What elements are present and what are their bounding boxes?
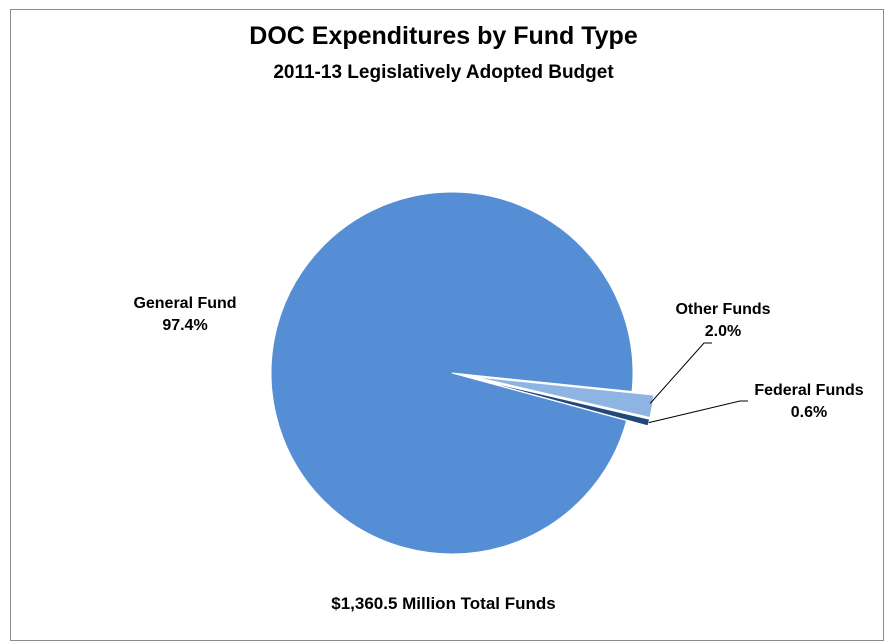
chart-subtitle: 2011-13 Legislatively Adopted Budget — [273, 62, 614, 83]
label-general-fund: General Fund 97.4% — [110, 293, 260, 337]
leader-line-other-funds — [649, 342, 712, 404]
label-general-fund-name: General Fund — [133, 295, 237, 312]
label-general-fund-value: 97.4% — [162, 317, 208, 334]
pie-slice-other-funds — [473, 376, 655, 419]
pie-slice-general-fund — [270, 191, 634, 555]
leader-line-federal-funds — [648, 400, 748, 424]
label-other-funds-value: 2.0% — [704, 323, 742, 340]
label-other-funds: Other Funds 2.0% — [658, 299, 788, 343]
label-federal-funds-name: Federal Funds — [754, 382, 864, 399]
chart-title: DOC Expenditures by Fund Type — [249, 22, 638, 50]
label-federal-funds-value: 0.6% — [790, 404, 828, 421]
label-federal-funds: Federal Funds 0.6% — [745, 380, 873, 424]
chart-footnote: $1,360.5 Million Total Funds — [331, 594, 556, 613]
label-other-funds-name: Other Funds — [675, 301, 771, 318]
